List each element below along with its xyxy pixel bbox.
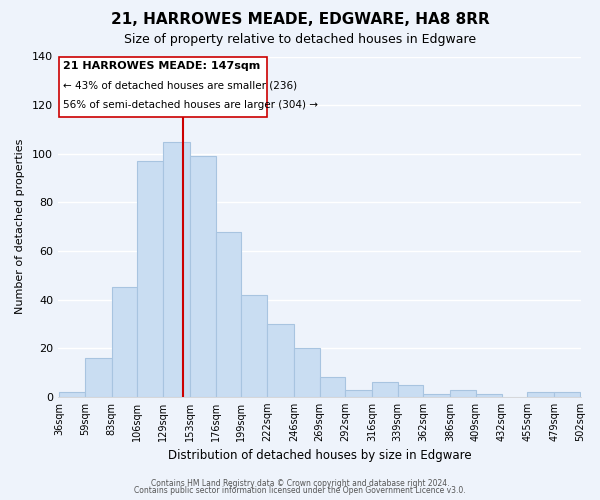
Bar: [450, 390, 476, 397]
Text: 56% of semi-detached houses are larger (304) →: 56% of semi-detached houses are larger (…: [62, 100, 317, 110]
Text: Contains HM Land Registry data © Crown copyright and database right 2024.: Contains HM Land Registry data © Crown c…: [151, 478, 449, 488]
Bar: [59, 392, 85, 397]
Bar: [112, 288, 137, 397]
Bar: [345, 390, 372, 397]
Bar: [398, 384, 424, 397]
Bar: [137, 161, 163, 397]
Bar: [372, 382, 398, 397]
Text: Size of property relative to detached houses in Edgware: Size of property relative to detached ho…: [124, 32, 476, 46]
Text: Contains public sector information licensed under the Open Government Licence v3: Contains public sector information licen…: [134, 486, 466, 495]
Y-axis label: Number of detached properties: Number of detached properties: [15, 139, 25, 314]
Bar: [241, 294, 267, 397]
Bar: [190, 156, 215, 397]
Bar: [294, 348, 320, 397]
Bar: [267, 324, 294, 397]
Bar: [554, 392, 580, 397]
Bar: [85, 358, 112, 397]
Bar: [476, 394, 502, 397]
X-axis label: Distribution of detached houses by size in Edgware: Distribution of detached houses by size …: [168, 450, 472, 462]
Bar: [163, 142, 190, 397]
Bar: [424, 394, 450, 397]
Bar: [215, 232, 241, 397]
Text: ← 43% of detached houses are smaller (236): ← 43% of detached houses are smaller (23…: [62, 81, 296, 91]
Bar: [320, 378, 345, 397]
Text: 21 HARROWES MEADE: 147sqm: 21 HARROWES MEADE: 147sqm: [62, 62, 260, 72]
FancyBboxPatch shape: [59, 56, 267, 118]
Text: 21, HARROWES MEADE, EDGWARE, HA8 8RR: 21, HARROWES MEADE, EDGWARE, HA8 8RR: [110, 12, 490, 28]
Bar: [527, 392, 554, 397]
